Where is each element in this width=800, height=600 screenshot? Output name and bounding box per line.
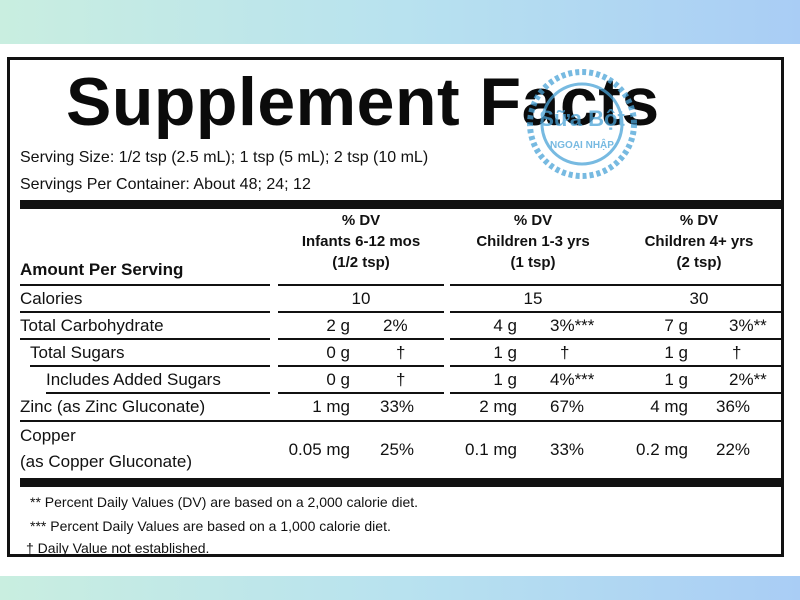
copper-amount-infants: 0.05 mg [288, 440, 350, 459]
row-label-copper-source: (as Copper Gluconate) [20, 452, 192, 471]
row-label-added-sugars: Includes Added Sugars [46, 370, 221, 389]
rule [30, 365, 270, 367]
stamp-outer-ring [527, 69, 637, 179]
sugars-dv-children-1-3: † [560, 343, 570, 362]
copper-dv-children-1-3: 33% [550, 440, 585, 459]
watermark-stamp: Sữa Bột NGOẠI NHẬP [527, 69, 637, 179]
servings-per-container: Servings Per Container: About 48; 24; 12 [20, 176, 311, 193]
carb-dv-infants: 2% [383, 316, 408, 335]
rule [20, 284, 270, 286]
top-divider [20, 200, 782, 209]
copper-dv-infants: 25% [380, 440, 415, 459]
label-card: Supplement Facts Sữa Bột NGOẠI NHẬP Serv… [0, 44, 800, 576]
added-sugars-amount-children-1-3: 1 g [493, 370, 517, 389]
zinc-amount-children-4-plus: 4 mg [650, 397, 688, 416]
rule [278, 392, 444, 394]
carb-amount-children-4-plus: 7 g [664, 316, 688, 335]
sugars-amount-children-4-plus: 1 g [664, 343, 688, 362]
sugars-dv-infants: † [396, 343, 406, 362]
rule [20, 311, 270, 313]
rule [450, 392, 616, 394]
carb-dv-children-4-plus: 3%** [729, 316, 767, 335]
rule [450, 284, 616, 286]
row-label-copper: Copper [20, 426, 76, 445]
rule [616, 311, 782, 313]
rule [278, 365, 444, 367]
rule [450, 365, 616, 367]
stamp-brand-text: Sữa Bột [539, 106, 625, 131]
rule [278, 311, 444, 313]
row-label-zinc: Zinc (as Zinc Gluconate) [20, 397, 206, 416]
added-sugars-dv-children-4-plus: 2%** [729, 370, 767, 389]
sugars-dv-children-4-plus: † [732, 343, 742, 362]
rule [450, 311, 616, 313]
rule [20, 420, 782, 422]
footnote-dv-not-established: † Daily Value not established. [26, 540, 210, 556]
carb-amount-infants: 2 g [326, 316, 350, 335]
zinc-amount-children-1-3: 2 mg [479, 397, 517, 416]
calories-children-4-plus: 30 [689, 289, 709, 308]
added-sugars-amount-infants: 0 g [326, 370, 350, 389]
added-sugars-dv-infants: † [396, 370, 406, 389]
column-header-children-4-plus: % DV Children 4+ yrs (2 tsp) [644, 212, 754, 271]
stamp-sub-text: NGOẠI NHẬP [550, 138, 614, 151]
rule [616, 365, 782, 367]
zinc-amount-infants: 1 mg [312, 397, 350, 416]
rule [616, 338, 782, 340]
zinc-dv-children-4-plus: 36% [716, 397, 751, 416]
stamp-inner-ring [540, 82, 624, 166]
calories-children-1-3: 15 [523, 289, 543, 308]
rule [450, 338, 616, 340]
column-header-infants: % DV Infants 6-12 mos (1/2 tsp) [301, 212, 421, 271]
serving-size: Serving Size: 1/2 tsp (2.5 mL); 1 tsp (5… [20, 149, 429, 166]
rule [46, 392, 270, 394]
zinc-dv-children-1-3: 67% [550, 397, 585, 416]
zinc-dv-infants: 33% [380, 397, 415, 416]
rule [616, 284, 782, 286]
amount-per-serving-heading: Amount Per Serving [20, 260, 184, 279]
bottom-divider [20, 478, 782, 487]
supplement-facts-panel: Supplement Facts Sữa Bột NGOẠI NHẬP Serv… [7, 57, 784, 557]
sugars-amount-children-1-3: 1 g [493, 343, 517, 362]
copper-amount-children-1-3: 0.1 mg [465, 440, 517, 459]
rule [20, 338, 270, 340]
carb-dv-children-1-3: 3%*** [550, 316, 595, 335]
rule [616, 392, 782, 394]
rule [278, 284, 444, 286]
rule [278, 338, 444, 340]
row-label-total-carbohydrate: Total Carbohydrate [20, 316, 164, 335]
panel-title: Supplement Facts [66, 64, 660, 140]
calories-infants: 10 [351, 289, 371, 308]
row-label-calories: Calories [20, 289, 83, 308]
column-header-children-1-3: % DV Children 1-3 yrs (1 tsp) [476, 212, 590, 271]
copper-amount-children-4-plus: 0.2 mg [636, 440, 688, 459]
copper-dv-children-4-plus: 22% [716, 440, 751, 459]
footnote-1000-calorie: *** Percent Daily Values are based on a … [30, 518, 391, 534]
carb-amount-children-1-3: 4 g [493, 316, 517, 335]
added-sugars-amount-children-4-plus: 1 g [664, 370, 688, 389]
sugars-amount-infants: 0 g [326, 343, 350, 362]
added-sugars-dv-children-1-3: 4%*** [550, 370, 595, 389]
row-label-total-sugars: Total Sugars [30, 343, 125, 362]
footnote-2000-calorie: ** Percent Daily Values (DV) are based o… [30, 494, 419, 510]
